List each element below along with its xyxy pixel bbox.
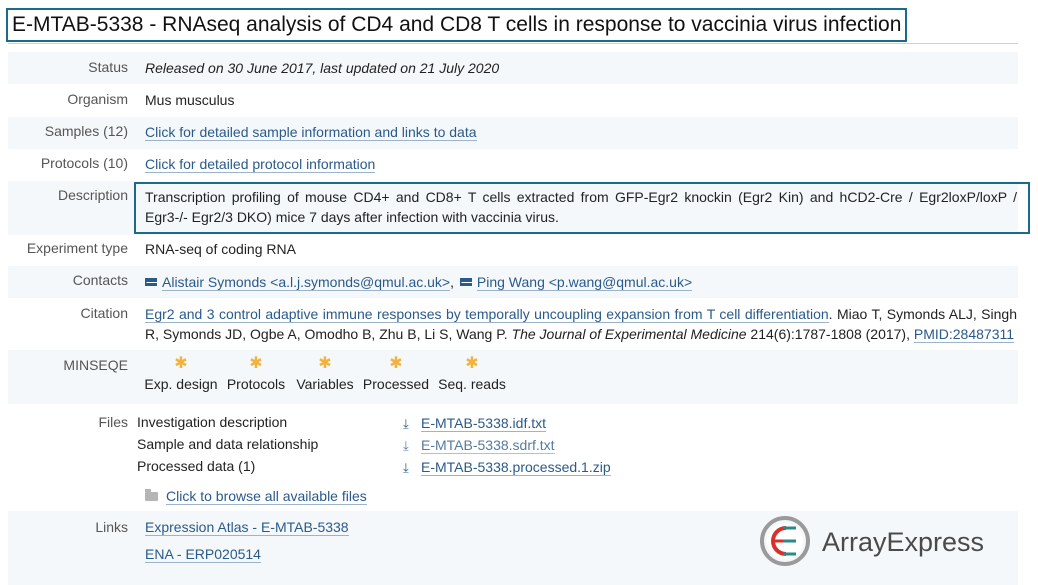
citation-text: Egr2 and 3 control adaptive immune respo… xyxy=(145,304,1017,344)
contacts-row: Contacts Alistair Symonds <a.l.j.symonds… xyxy=(8,266,1018,298)
file-label-sample: Sample and data relationship xyxy=(137,436,319,452)
protocols-label: Protocols (10) xyxy=(40,155,128,171)
contact-link-symonds[interactable]: Alistair Symonds <a.l.j.symonds@qmul.ac.… xyxy=(162,274,451,291)
protocols-link[interactable]: Click for detailed protocol information xyxy=(145,156,376,173)
experiment-type-row: Experiment type RNA-seq of coding RNA xyxy=(8,235,1018,267)
contact-separator: , xyxy=(450,274,454,290)
organism-label: Organism xyxy=(67,91,128,107)
organism-value: Mus musculus xyxy=(145,92,235,108)
organism-row: Organism Mus musculus xyxy=(8,85,1018,117)
links-label: Links xyxy=(95,519,128,535)
citation-row: Citation Egr2 and 3 control adaptive imm… xyxy=(8,299,1018,349)
minseqe-processed: ✱ Processed xyxy=(362,355,430,393)
arrayexpress-logo-text: ArrayExpress xyxy=(822,527,985,557)
samples-link[interactable]: Click for detailed sample information an… xyxy=(145,124,477,141)
pmid-link[interactable]: PMID:28487311 xyxy=(913,326,1015,343)
minseqe-protocols: ✱ Protocols xyxy=(224,355,288,393)
download-icon: ⤓ xyxy=(403,460,409,475)
files-label: Files xyxy=(98,414,128,430)
contact-link-wang[interactable]: Ping Wang <p.wang@qmul.ac.uk> xyxy=(476,274,693,291)
folder-icon xyxy=(145,489,158,501)
citation-authors: . Miao T, Symonds ALJ, Singh R, Symonds … xyxy=(145,306,1017,342)
description-highlight-box xyxy=(134,182,1030,234)
minseqe-row: MINSEQE xyxy=(8,350,1018,404)
citation-label: Citation xyxy=(80,305,128,321)
description-text: Transcription profiling of mouse CD4+ an… xyxy=(145,189,1017,225)
idf-file-link[interactable]: E-MTAB-5338.idf.txt xyxy=(421,415,547,432)
ena-link[interactable]: ENA - ERP020514 xyxy=(145,546,261,563)
title-divider xyxy=(8,43,1018,44)
contacts-label: Contacts xyxy=(72,272,128,288)
citation-journal: The Journal of Experimental Medicine xyxy=(511,326,747,342)
sdrf-file-link[interactable]: E-MTAB-5338.sdrf.txt xyxy=(421,437,555,454)
browse-files: Click to browse all available files xyxy=(145,488,367,505)
citation-title-link[interactable]: Egr2 and 3 control adaptive immune respo… xyxy=(145,306,829,323)
star-icon: ✱ xyxy=(389,355,403,372)
star-icon: ✱ xyxy=(465,355,479,372)
experiment-type-value: RNA-seq of coding RNA xyxy=(145,241,296,257)
samples-row: Samples (12) Click for detailed sample i… xyxy=(8,117,1018,149)
browse-files-link[interactable]: Click to browse all available files xyxy=(166,488,367,505)
samples-label: Samples (12) xyxy=(44,123,128,139)
minseqe-label: MINSEQE xyxy=(63,357,128,373)
expression-atlas-link[interactable]: Expression Atlas - E-MTAB-5338 xyxy=(145,519,349,536)
download-icon: ⤓ xyxy=(403,438,409,453)
mail-icon xyxy=(145,278,157,286)
status-row: Status Released on 30 June 2017, last up… xyxy=(8,52,1018,84)
description-row: Description Transcription profiling of m… xyxy=(8,181,1018,235)
description-label: Description xyxy=(57,187,128,203)
arrayexpress-logo: ArrayExpress xyxy=(758,514,988,572)
status-value: Released on 30 June 2017, last updated o… xyxy=(145,60,500,76)
citation-volume: 214(6):1787-1808 (2017), xyxy=(746,326,914,342)
download-icon: ⤓ xyxy=(403,416,409,431)
file-label-investigation: Investigation description xyxy=(137,414,288,430)
minseqe-variables: ✱ Variables xyxy=(294,355,356,393)
processed-file-link[interactable]: E-MTAB-5338.processed.1.zip xyxy=(421,459,611,476)
arrayexpress-logo-icon xyxy=(760,516,810,566)
minseqe-exp-design: ✱ Exp. design xyxy=(144,355,218,393)
star-icon: ✱ xyxy=(249,355,263,372)
links-row: Links xyxy=(8,511,1018,585)
star-icon: ✱ xyxy=(318,355,332,372)
status-label: Status xyxy=(88,59,128,75)
minseqe-seq-reads: ✱ Seq. reads xyxy=(436,355,508,393)
file-label-processed: Processed data (1) xyxy=(137,458,256,474)
protocols-row: Protocols (10) Click for detailed protoc… xyxy=(8,149,1018,181)
experiment-type-label: Experiment type xyxy=(26,240,128,256)
files-row: Files xyxy=(8,405,1018,510)
page-title: E-MTAB-5338 - RNAseq analysis of CD4 and… xyxy=(6,8,908,42)
mail-icon xyxy=(459,278,472,286)
star-icon: ✱ xyxy=(174,355,188,372)
